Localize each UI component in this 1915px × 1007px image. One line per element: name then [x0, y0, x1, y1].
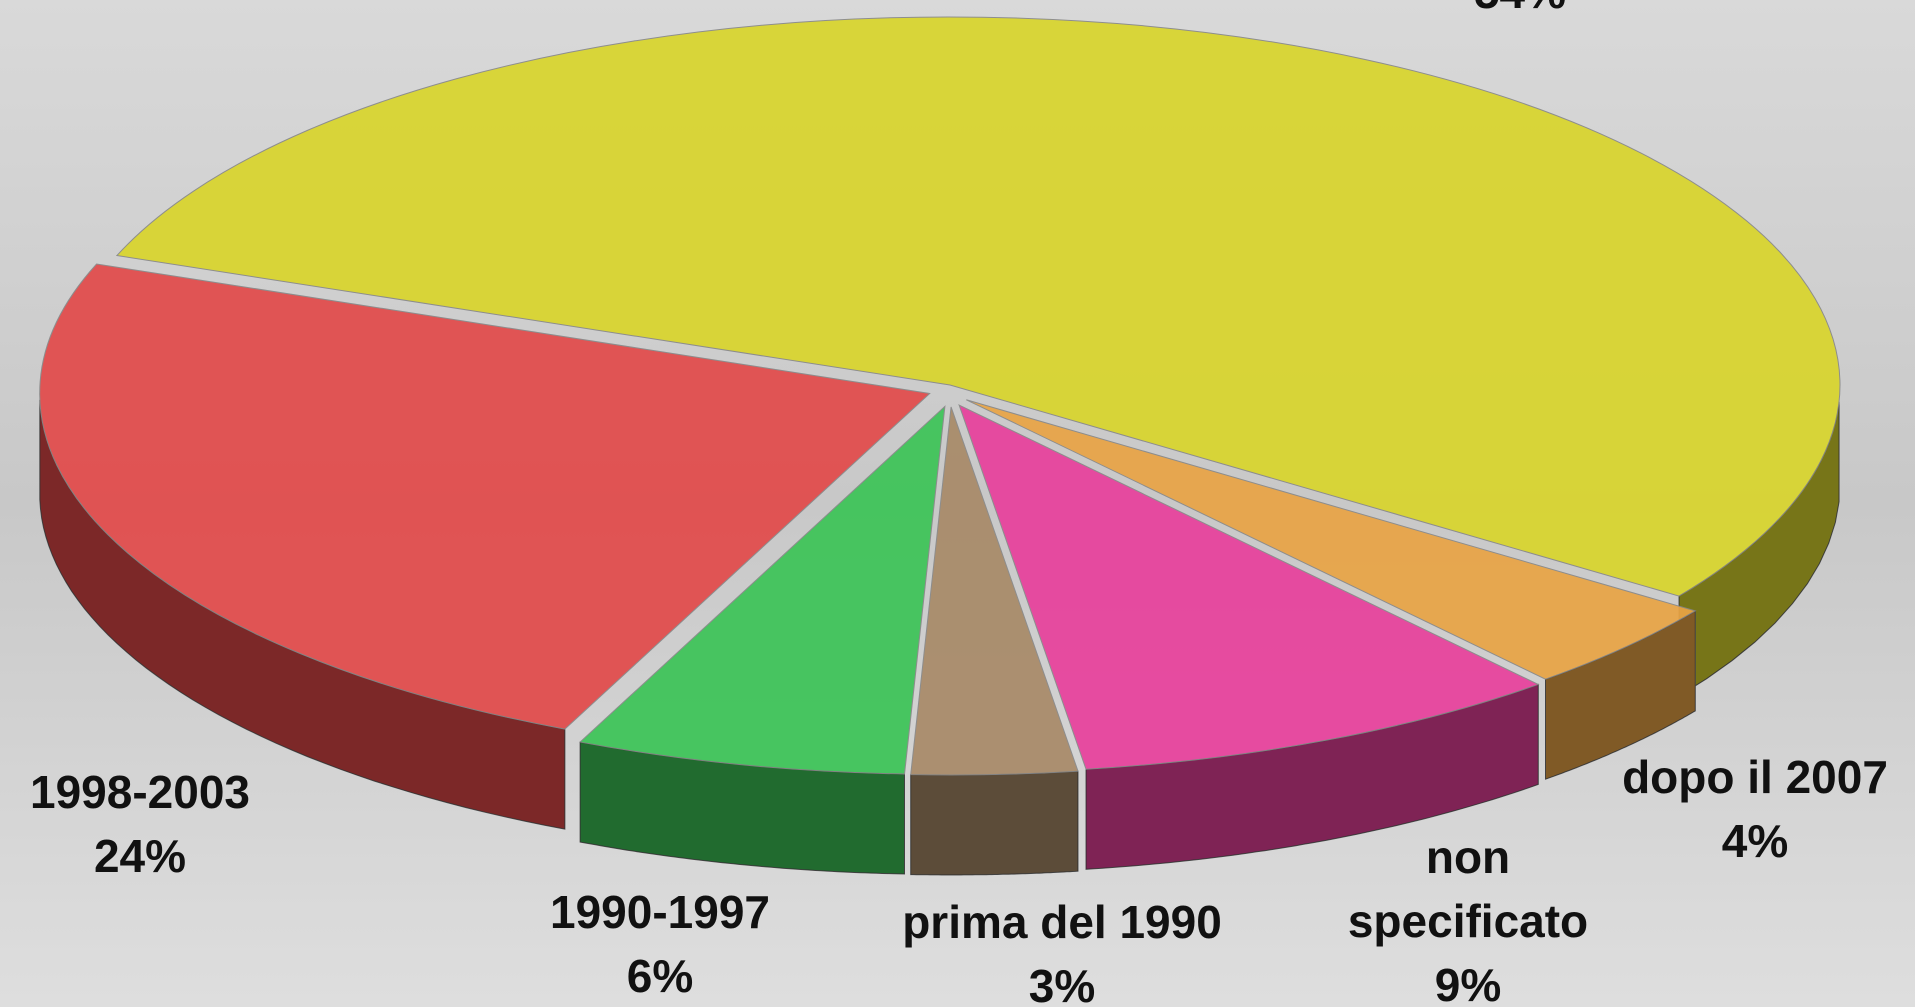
slice-value: 3% [852, 954, 1272, 1007]
slice-value: 54% [1370, 0, 1670, 24]
slice-value: 24% [0, 824, 300, 888]
slice-value: 4% [1585, 809, 1915, 873]
slice-value: 9% [1308, 953, 1628, 1007]
slice-name: non specificato [1308, 825, 1628, 953]
slice-label: 54% [1370, 0, 1670, 24]
page: 54% dopo il 20074%non specificato9% prima … [0, 0, 1915, 1007]
slice-name: 1998-2003 [0, 760, 300, 824]
slice-name: 1990-1997 [510, 880, 810, 944]
slice-name: prima del 1990 [852, 890, 1272, 954]
slice-name: dopo il 2007 [1585, 745, 1915, 809]
pie-wall-shade [911, 771, 1078, 875]
slice-value: 6% [510, 944, 810, 1007]
